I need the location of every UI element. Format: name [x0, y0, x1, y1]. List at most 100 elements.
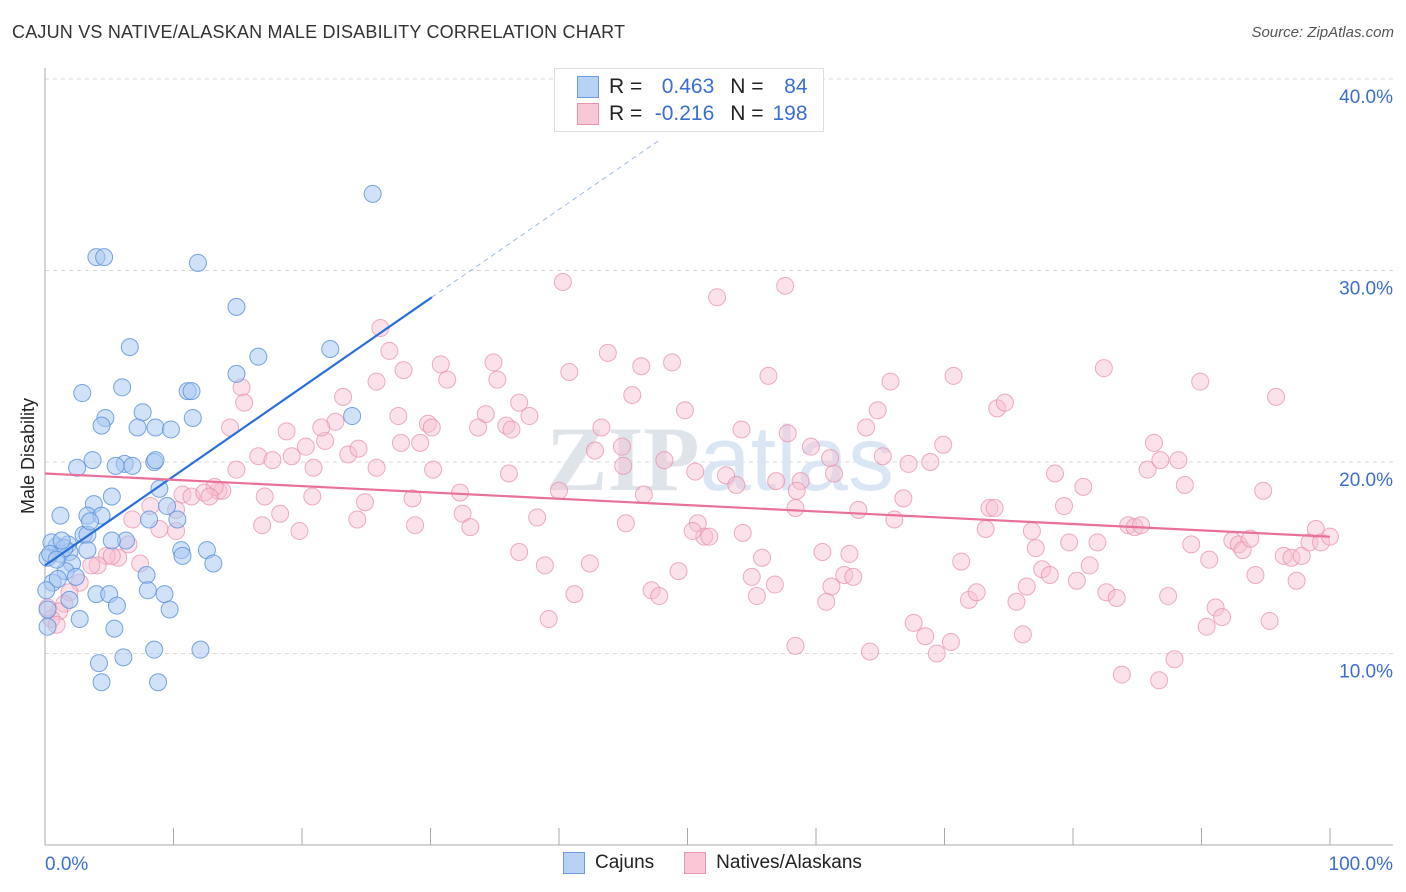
data-point-cajuns	[107, 596, 126, 615]
data-point-natives	[787, 481, 806, 500]
data-point-cajuns	[105, 619, 124, 638]
data-point-natives	[786, 636, 805, 655]
data-point-natives	[1060, 533, 1079, 552]
data-point-natives	[1287, 571, 1306, 590]
x-tick-label: 0.0%	[45, 854, 88, 875]
data-point-natives	[708, 288, 727, 307]
n-value: 198	[772, 102, 808, 125]
data-point-natives	[123, 510, 142, 529]
data-point-natives	[520, 407, 539, 426]
data-point-natives	[592, 418, 611, 437]
data-point-cajuns	[128, 418, 147, 437]
data-point-cajuns	[182, 382, 201, 401]
data-point-natives	[857, 418, 876, 437]
data-point-natives	[380, 341, 399, 360]
data-point-natives	[431, 355, 450, 374]
data-point-cajuns	[168, 510, 187, 529]
data-point-cajuns	[188, 253, 207, 272]
data-point-natives	[82, 556, 101, 575]
data-point-cajuns	[114, 648, 133, 667]
data-point-natives	[271, 504, 290, 523]
data-point-natives	[391, 433, 410, 452]
y-tick-label: 20.0%	[1339, 470, 1393, 491]
data-point-natives	[424, 460, 443, 479]
data-point-natives	[1007, 592, 1026, 611]
data-point-cajuns	[363, 184, 382, 203]
y-axis-title: Male Disability	[18, 398, 38, 514]
data-point-natives	[277, 422, 296, 441]
data-point-natives	[844, 567, 863, 586]
legend-row-cajuns: R = 0.463 N = 84	[577, 75, 808, 99]
cajuns-swatch	[563, 852, 585, 874]
data-point-natives	[535, 556, 554, 575]
data-point-natives	[813, 543, 832, 562]
data-point-natives	[849, 500, 868, 519]
data-point-natives	[941, 633, 960, 652]
data-point-natives	[835, 565, 854, 584]
r-label: R =	[609, 75, 643, 98]
data-point-cajuns	[70, 610, 89, 629]
data-point-cajuns	[38, 617, 57, 636]
data-point-natives	[502, 420, 521, 439]
y-tick-label: 10.0%	[1339, 662, 1393, 683]
data-point-natives	[881, 372, 900, 391]
data-point-natives	[109, 548, 128, 567]
data-point-natives	[821, 449, 840, 468]
data-point-cajuns	[92, 673, 111, 692]
data-point-natives	[1274, 546, 1293, 565]
data-point-natives	[488, 370, 507, 389]
data-point-cajuns	[133, 403, 152, 422]
n-label: N =	[730, 102, 764, 125]
data-point-cajuns	[150, 479, 169, 498]
watermark: ZIPatlas	[546, 408, 894, 510]
data-point-natives	[367, 458, 386, 477]
data-point-natives	[339, 445, 358, 464]
data-point-natives	[1055, 497, 1074, 516]
r-label: R =	[609, 102, 643, 125]
data-point-cajuns	[123, 456, 142, 475]
data-point-natives	[389, 407, 408, 426]
data-point-natives	[801, 437, 820, 456]
data-point-natives	[840, 544, 859, 563]
data-point-natives	[312, 418, 331, 437]
data-point-natives	[290, 521, 309, 540]
data-point-natives	[1254, 481, 1273, 500]
data-point-natives	[1088, 533, 1107, 552]
data-point-natives	[200, 487, 219, 506]
data-point-natives	[934, 435, 953, 454]
data-point-natives	[733, 523, 752, 542]
data-point-natives	[316, 431, 335, 450]
data-point-natives	[88, 556, 107, 575]
data-point-cajuns	[66, 567, 85, 586]
data-point-natives	[904, 613, 923, 632]
data-point-natives	[235, 393, 254, 412]
data-point-natives	[663, 353, 682, 372]
data-point-natives	[367, 372, 386, 391]
correlation-legend: R = 0.463 N = 84 R = -0.216 N = 198	[554, 68, 824, 132]
data-point-natives	[282, 447, 301, 466]
data-point-natives	[634, 485, 653, 504]
data-point-natives	[539, 610, 558, 629]
data-point-natives	[952, 552, 971, 571]
data-point-natives	[296, 437, 315, 456]
data-point-cajuns	[227, 364, 246, 383]
data-point-cajuns	[60, 590, 79, 609]
data-point-cajuns	[102, 531, 121, 550]
data-point-natives	[550, 481, 568, 500]
data-point-natives	[1312, 533, 1331, 552]
data-point-natives	[776, 276, 795, 295]
data-point-natives	[406, 516, 425, 535]
data-point-natives	[1165, 650, 1184, 669]
data-point-natives	[765, 575, 784, 594]
data-point-natives	[732, 420, 751, 439]
data-point-natives	[1074, 477, 1093, 496]
x-tick-label: 100.0%	[1329, 854, 1394, 875]
data-point-cajuns	[204, 554, 223, 573]
data-point-cajuns	[80, 512, 99, 531]
data-point-natives	[683, 521, 702, 540]
data-point-cajuns	[83, 451, 102, 470]
data-point-natives	[585, 441, 604, 460]
r-value: -0.216	[654, 102, 715, 125]
data-point-cajuns	[249, 347, 268, 366]
data-point-natives	[669, 562, 688, 581]
